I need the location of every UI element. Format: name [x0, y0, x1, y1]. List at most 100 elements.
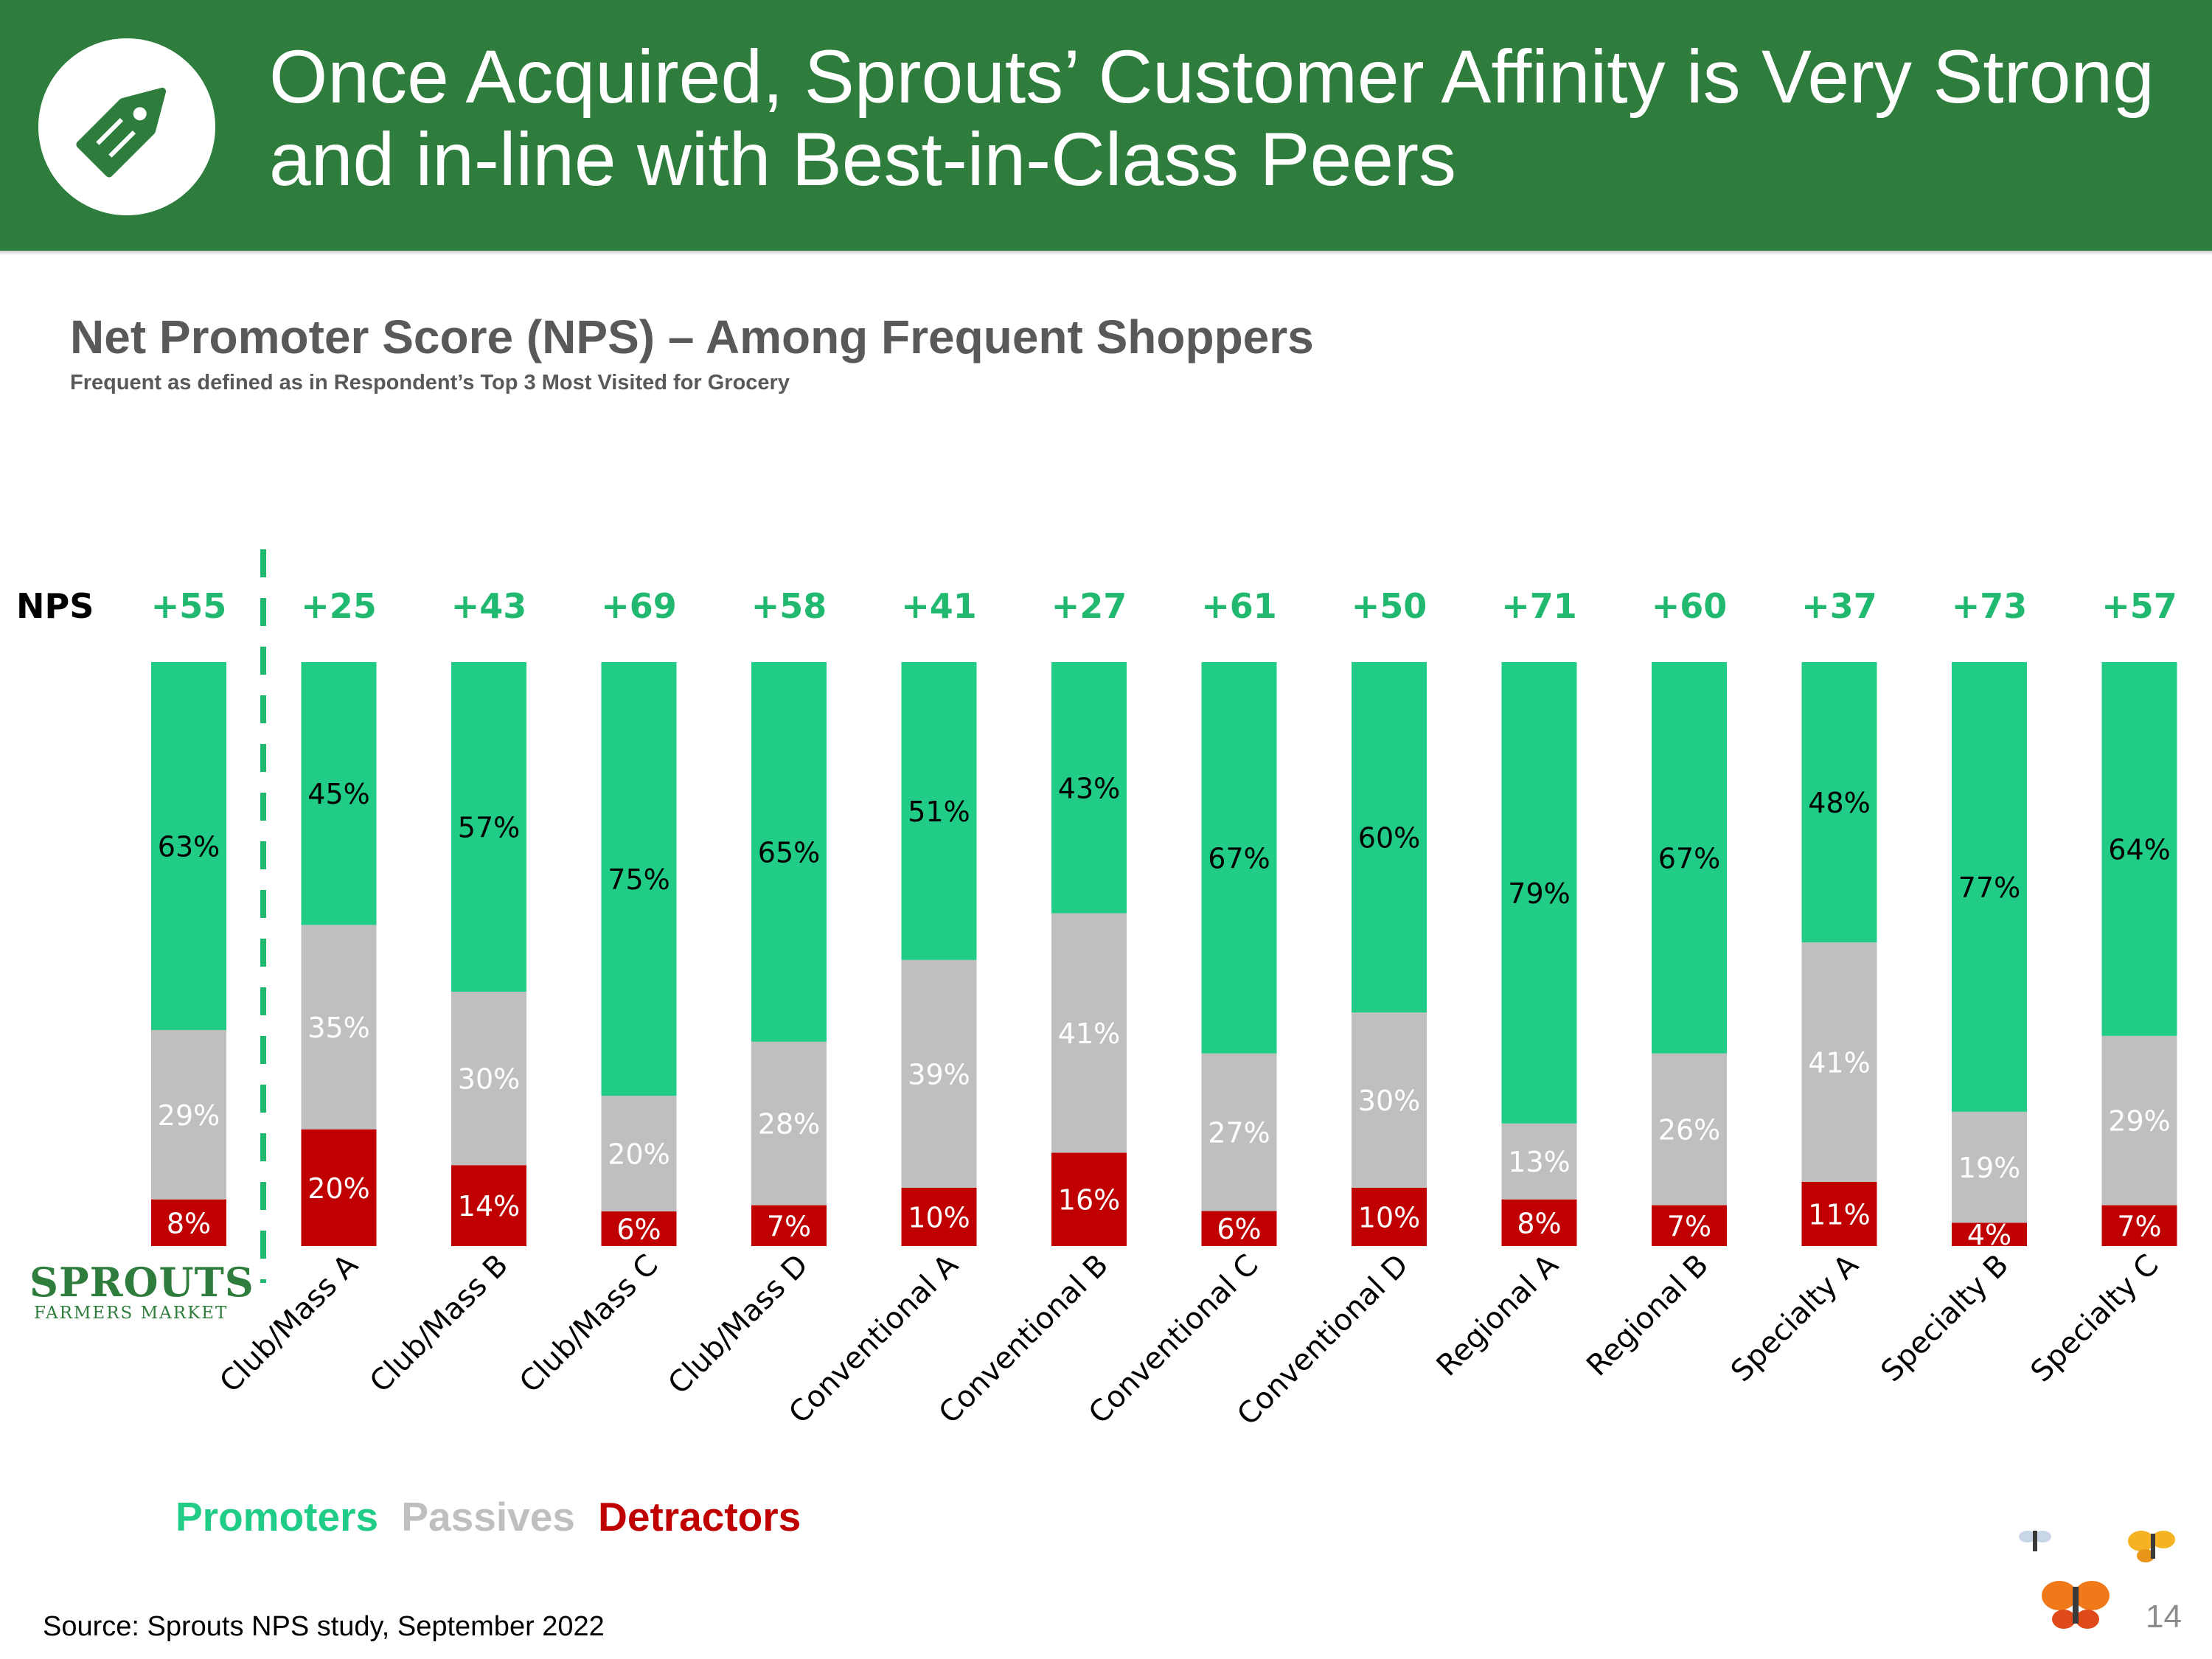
- bar-promoters-club-mass-d: [751, 662, 827, 1042]
- bar-detractors-specialty-b: [1952, 1222, 2027, 1246]
- nps-value-regional-b: +60: [1652, 586, 1728, 626]
- data-label-passives-club-mass-a: 35%: [307, 1012, 369, 1044]
- bar-detractors-conventional-c: [1201, 1211, 1277, 1246]
- data-label-promoters-specialty-b: 77%: [1958, 872, 2020, 904]
- header-bar: Once Acquired, Sprouts’ Customer Affinit…: [0, 0, 2212, 251]
- sprouts-logo-tagline: FARMERS MARKET: [34, 1304, 229, 1323]
- data-label-detractors-conventional-c: 6%: [1217, 1213, 1261, 1245]
- bar-promoters-specialty-a: [1801, 662, 1877, 943]
- bar-detractors-regional-b: [1652, 1205, 1727, 1246]
- butterfly-decoration-icon: [2019, 1531, 2175, 1629]
- bar-detractors-club-mass-d: [751, 1205, 827, 1246]
- bar-passives-regional-a: [1501, 1123, 1577, 1200]
- bar-detractors-conventional-a: [901, 1187, 977, 1246]
- bar-detractors-conventional-d: [1352, 1187, 1427, 1246]
- data-label-detractors-conventional-b: 16%: [1058, 1184, 1120, 1217]
- category-label-specialty-b: Specialty B: [1874, 1248, 2015, 1389]
- bar-promoters-specialty-c: [2101, 662, 2177, 1036]
- legend-promoters: Promoters: [175, 1494, 379, 1540]
- bar-passives-regional-b: [1652, 1053, 1727, 1206]
- bar-detractors-sprouts: [151, 1199, 226, 1246]
- bar-passives-sprouts: [151, 1029, 226, 1200]
- data-label-detractors-specialty-a: 11%: [1808, 1198, 1870, 1231]
- data-label-detractors-specialty-b: 4%: [1967, 1219, 2011, 1251]
- nps-value-club-mass-c: +69: [601, 586, 677, 626]
- bar-passives-club-mass-b: [451, 991, 526, 1166]
- header-divider: [0, 251, 2212, 255]
- bar-promoters-sprouts: [151, 662, 226, 1030]
- nps-value-regional-a: +71: [1501, 586, 1577, 626]
- data-label-detractors-club-mass-a: 20%: [307, 1172, 369, 1205]
- bar-promoters-regional-a: [1501, 662, 1577, 1124]
- data-label-passives-specialty-a: 41%: [1808, 1047, 1870, 1079]
- data-label-detractors-specialty-c: 7%: [2117, 1210, 2161, 1242]
- data-label-passives-conventional-b: 41%: [1058, 1018, 1120, 1050]
- nps-value-club-mass-b: +43: [451, 586, 527, 626]
- bar-passives-conventional-b: [1051, 913, 1127, 1153]
- category-label-club-mass-c: Club/Mass C: [513, 1248, 664, 1399]
- bar-detractors-club-mass-b: [451, 1165, 526, 1246]
- data-label-promoters-specialty-a: 48%: [1808, 787, 1870, 819]
- bar-passives-club-mass-c: [601, 1096, 677, 1211]
- data-label-promoters-club-mass-c: 75%: [608, 863, 669, 896]
- legend: Promoters Passives Detractors: [175, 1493, 813, 1540]
- bar-promoters-conventional-c: [1201, 662, 1277, 1054]
- page-number: 14: [2146, 1599, 2182, 1635]
- data-label-promoters-conventional-b: 43%: [1058, 772, 1120, 804]
- bar-detractors-regional-a: [1501, 1199, 1577, 1246]
- data-label-passives-conventional-c: 27%: [1208, 1117, 1270, 1150]
- data-label-promoters-club-mass-a: 45%: [307, 778, 369, 810]
- bar-detractors-club-mass-a: [301, 1129, 377, 1246]
- data-label-passives-sprouts: 29%: [158, 1099, 220, 1132]
- title-line-1: Once Acquired, Sprouts’ Customer Affinit…: [269, 35, 2154, 119]
- bar-promoters-conventional-d: [1352, 662, 1427, 1013]
- category-label-specialty-c: Specialty C: [2025, 1248, 2166, 1389]
- bar-passives-conventional-c: [1201, 1053, 1277, 1211]
- data-label-passives-club-mass-d: 28%: [758, 1108, 820, 1141]
- bar-detractors-conventional-b: [1051, 1152, 1127, 1246]
- bar-detractors-specialty-c: [2101, 1205, 2177, 1246]
- nps-row-label: NPS: [16, 586, 94, 626]
- bar-passives-conventional-a: [901, 959, 977, 1188]
- title-line-2: and in-line with Best-in-Class Peers: [269, 117, 1456, 201]
- data-label-detractors-conventional-d: 10%: [1358, 1201, 1420, 1234]
- category-label-specialty-a: Specialty A: [1725, 1248, 1865, 1388]
- bar-passives-club-mass-d: [751, 1041, 827, 1206]
- bar-promoters-club-mass-a: [301, 662, 377, 925]
- bar-passives-conventional-d: [1352, 1012, 1427, 1188]
- data-label-detractors-regional-a: 8%: [1517, 1207, 1561, 1239]
- data-label-detractors-club-mass-b: 14%: [458, 1190, 520, 1222]
- nps-value-conventional-d: +50: [1352, 586, 1427, 626]
- nps-value-sprouts: +55: [151, 586, 227, 626]
- nps-value-specialty-a: +37: [1801, 586, 1877, 626]
- nps-value-conventional-b: +27: [1051, 586, 1127, 626]
- data-label-promoters-regional-b: 67%: [1658, 842, 1720, 874]
- category-label-club-mass-d: Club/Mass D: [662, 1248, 815, 1402]
- data-label-detractors-regional-b: 7%: [1667, 1210, 1711, 1242]
- data-label-passives-conventional-d: 30%: [1358, 1085, 1420, 1117]
- bar-promoters-conventional-b: [1051, 662, 1127, 914]
- sprouts-logo: SPROUTS FARMERS MARKET: [29, 1261, 254, 1323]
- nps-value-conventional-a: +41: [901, 586, 977, 626]
- category-label-club-mass-b: Club/Mass B: [364, 1248, 515, 1399]
- logo-badge: [38, 38, 215, 215]
- data-label-promoters-club-mass-d: 65%: [758, 836, 820, 869]
- bar-promoters-regional-b: [1652, 662, 1727, 1054]
- data-label-passives-specialty-b: 19%: [1958, 1152, 2020, 1184]
- nps-value-specialty-b: +73: [1952, 586, 2028, 626]
- category-label-regional-a: Regional A: [1430, 1248, 1565, 1382]
- data-label-passives-specialty-c: 29%: [2108, 1105, 2170, 1138]
- chart-subtitle: Frequent as defined as in Respondent’s T…: [70, 371, 790, 394]
- data-label-promoters-sprouts: 63%: [158, 830, 220, 863]
- legend-detractors: Detractors: [598, 1494, 801, 1540]
- bar-passives-club-mass-a: [301, 925, 377, 1130]
- data-label-promoters-specialty-c: 64%: [2108, 833, 2170, 866]
- bar-promoters-club-mass-b: [451, 662, 526, 992]
- bar-detractors-specialty-a: [1801, 1181, 1877, 1246]
- data-label-promoters-conventional-c: 67%: [1208, 842, 1270, 874]
- bar-promoters-club-mass-c: [601, 662, 677, 1096]
- bar-detractors-club-mass-c: [601, 1211, 677, 1246]
- data-label-passives-club-mass-c: 20%: [608, 1138, 669, 1171]
- data-label-detractors-club-mass-c: 6%: [616, 1213, 661, 1245]
